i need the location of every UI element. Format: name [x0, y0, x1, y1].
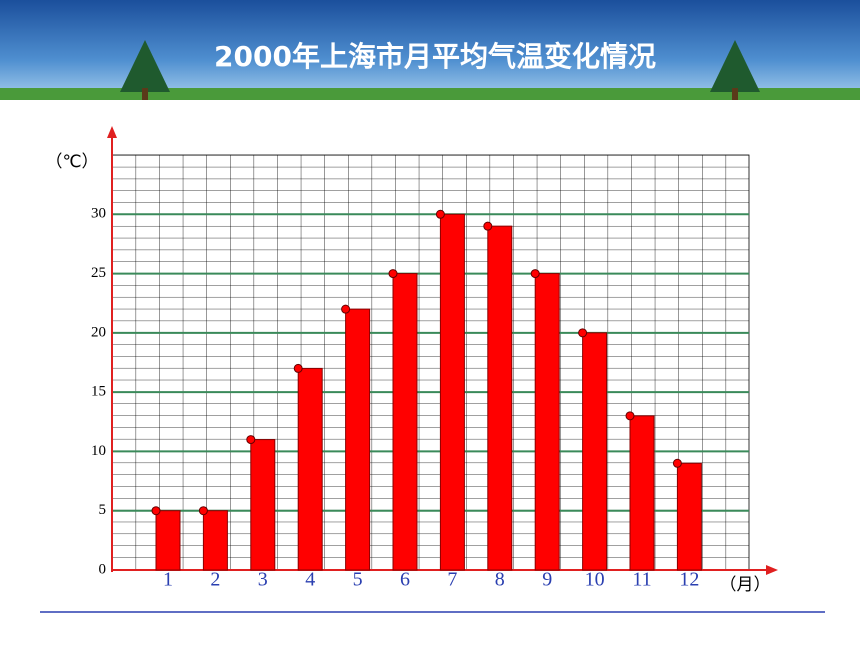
y-tick-label: 5 [99, 502, 107, 518]
bar-top-dot [341, 304, 351, 314]
bar [392, 273, 418, 571]
bar-top-dot [625, 411, 635, 421]
bar-top-dot [198, 506, 208, 516]
bar [487, 225, 513, 571]
x-tick-label: 6 [400, 569, 410, 591]
bar-top-dot [672, 458, 682, 468]
bar-top-dot [151, 506, 161, 516]
x-tick-label: 4 [305, 569, 315, 591]
x-tick-label: 10 [585, 569, 605, 591]
bar [534, 273, 560, 571]
x-tick-label: 7 [447, 569, 457, 591]
y-tick-label: 15 [91, 384, 106, 400]
bar [676, 462, 702, 571]
bar [297, 367, 323, 571]
y-tick-label: 30 [91, 206, 106, 222]
bar-top-dot [483, 221, 493, 231]
x-tick-label: 12 [679, 569, 699, 591]
x-tick-label: 2 [210, 569, 220, 591]
x-tick-label: 11 [632, 569, 651, 591]
bar [155, 510, 181, 571]
y-axis-label: （℃） [45, 152, 98, 172]
grass [0, 88, 860, 100]
y-tick-label: 0 [99, 561, 107, 577]
bar [439, 213, 465, 571]
x-axis-arrow [766, 565, 778, 575]
bar-top-dot [530, 269, 540, 279]
bar [582, 332, 608, 571]
bar [629, 415, 655, 571]
x-tick-label: 1 [163, 569, 173, 591]
chart-title: 2000年上海市月平均气温变化情况 [214, 40, 656, 73]
x-tick-label: 3 [258, 569, 268, 591]
x-axis-label: （月） [720, 575, 771, 595]
bar [202, 510, 228, 571]
y-tick-label: 10 [91, 443, 106, 459]
y-tick-label: 20 [91, 324, 106, 340]
bar-top-dot [246, 435, 256, 445]
bar-top-dot [388, 269, 398, 279]
bar-top-dot [578, 328, 588, 338]
x-tick-label: 8 [495, 569, 505, 591]
bar-top-dot [293, 363, 303, 373]
trees [120, 40, 760, 100]
y-tick-label: 25 [91, 265, 106, 281]
bar-top-dot [435, 209, 445, 219]
bar [345, 308, 371, 571]
bar [250, 439, 276, 571]
x-tick-label: 9 [542, 569, 552, 591]
y-axis-arrow [107, 126, 117, 138]
x-tick-label: 5 [353, 569, 363, 591]
